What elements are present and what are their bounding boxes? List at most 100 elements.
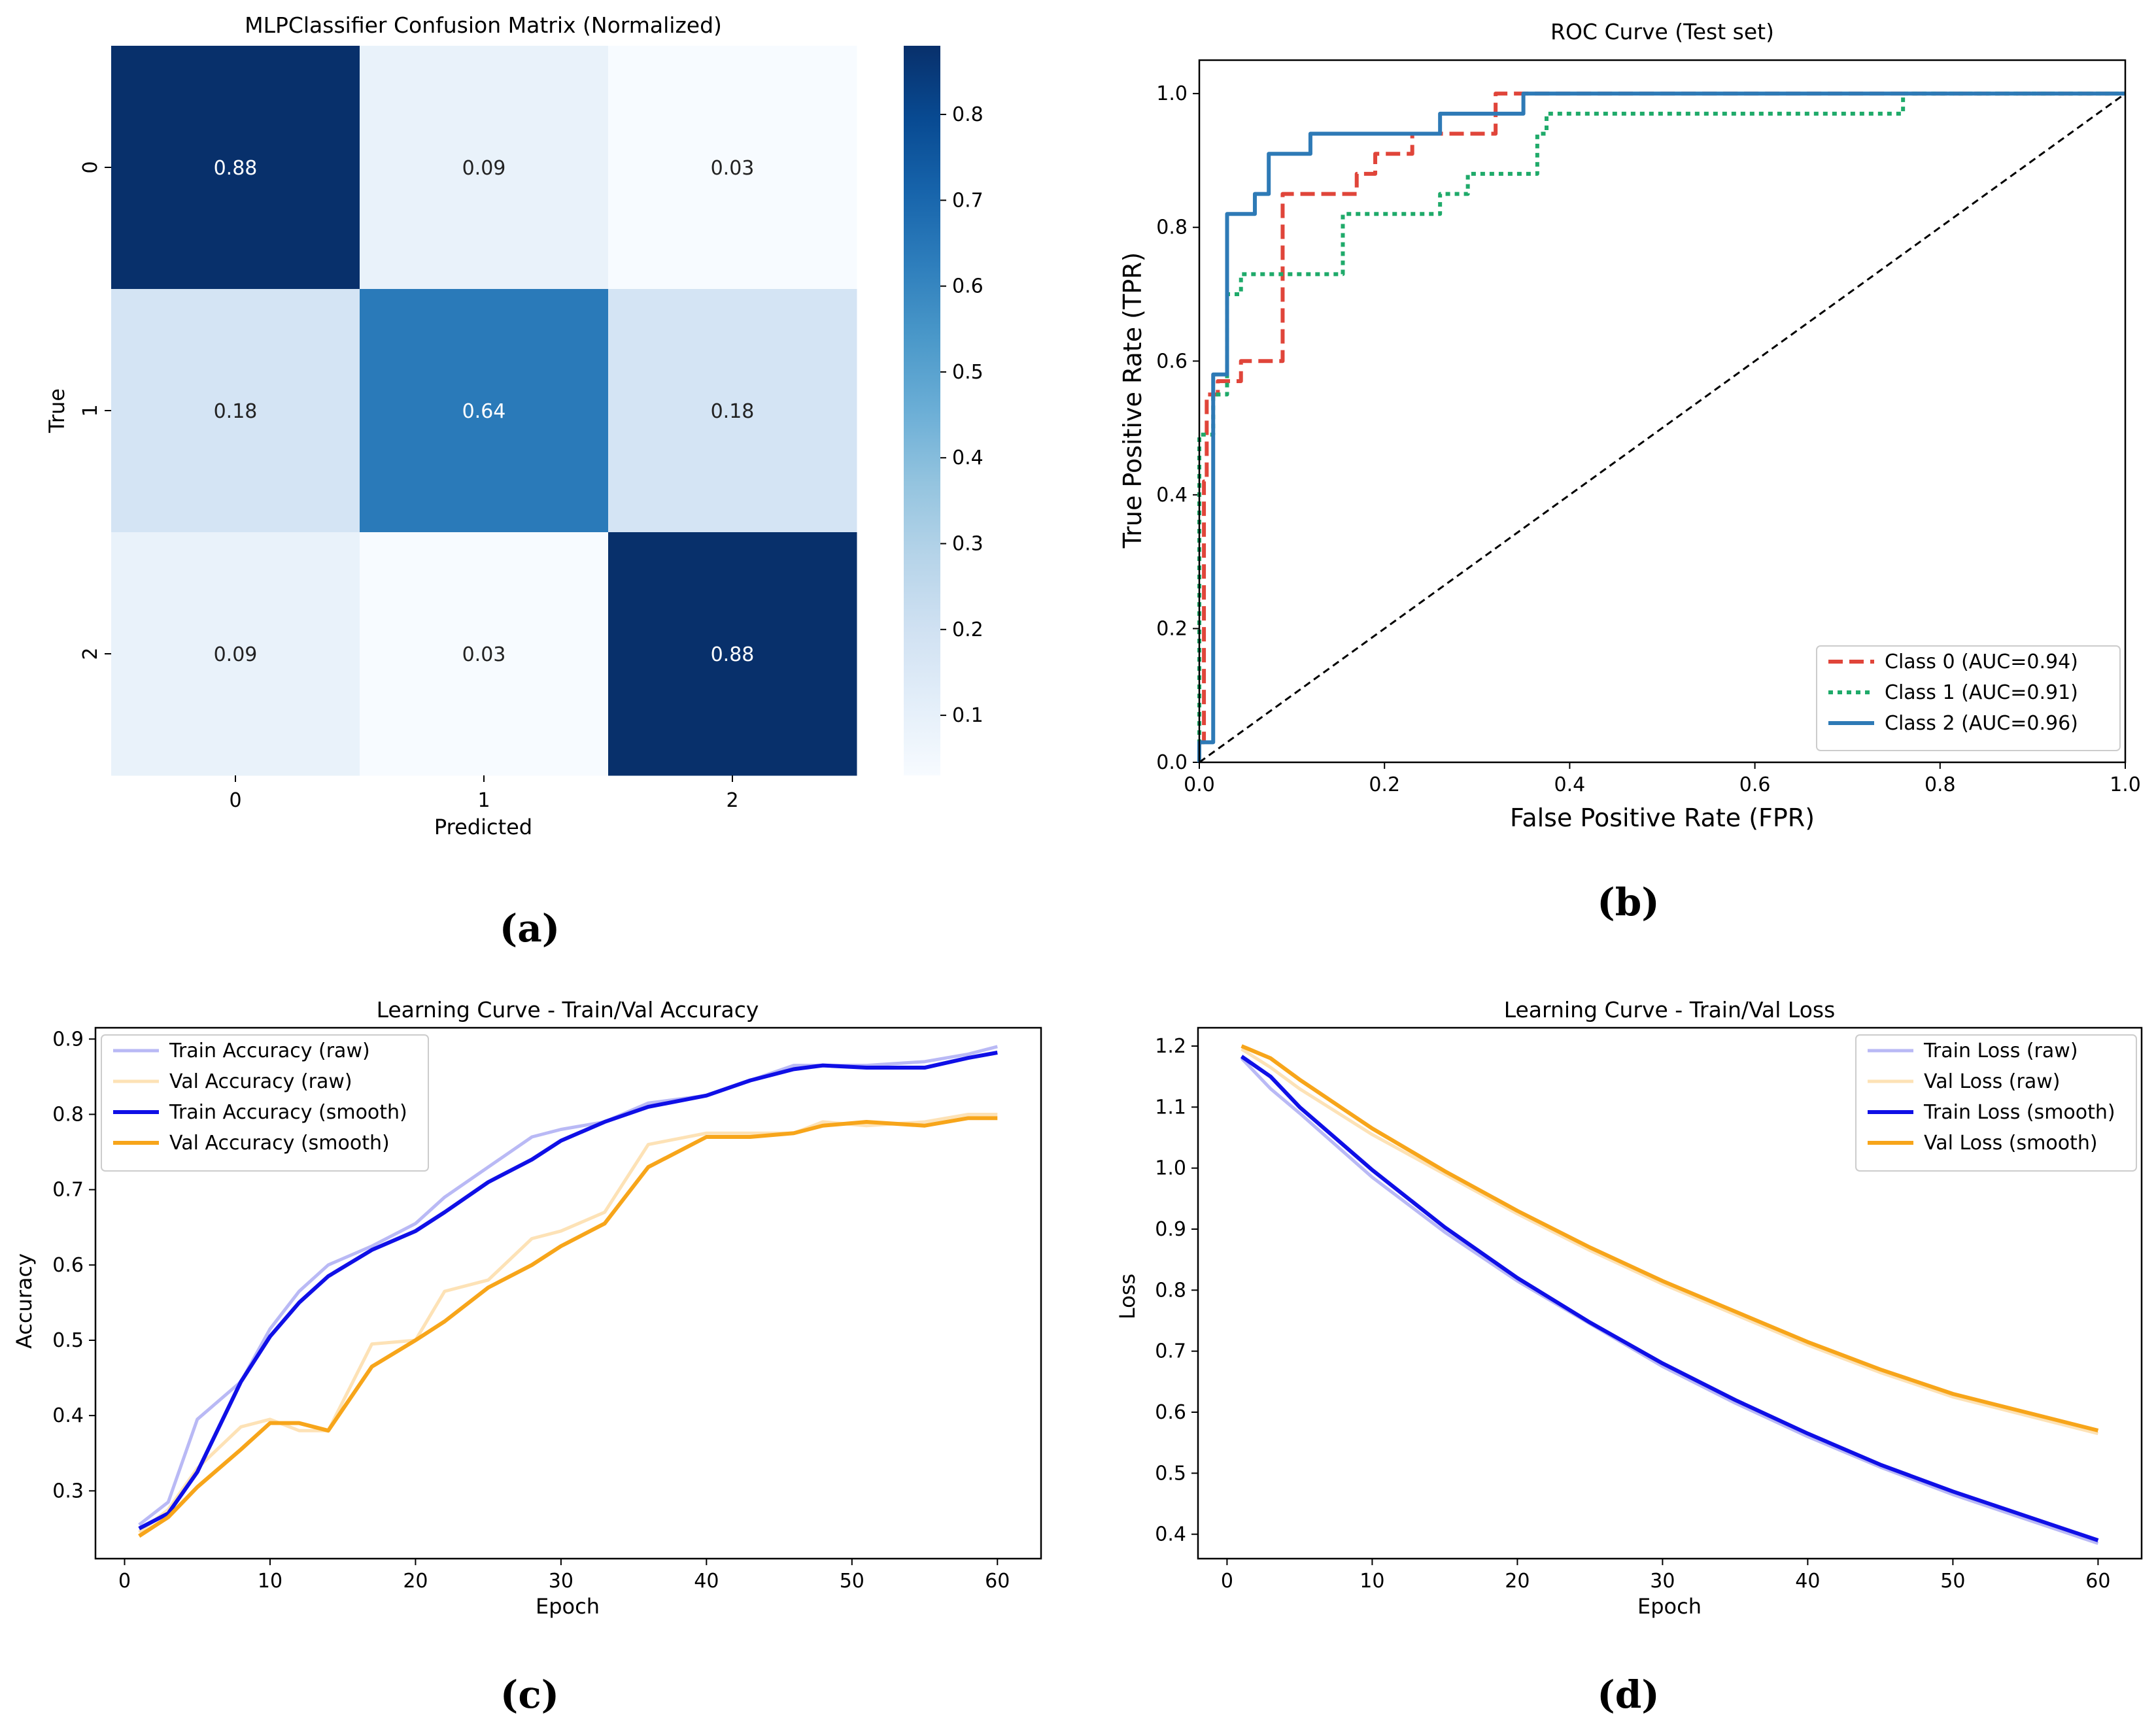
colorbar-tick-label: 0.1 [952, 704, 984, 727]
panel-c-accuracy-curve: Learning Curve - Train/Val Accuracy 0 10 2… [12, 997, 1042, 1717]
x-tick-label: 0 [1221, 1570, 1233, 1593]
colorbar-tick-label: 0.8 [952, 103, 984, 126]
panel-label-b: (b) [1597, 880, 1659, 924]
y-tick-label: 0.9 [1155, 1218, 1186, 1241]
legend-box [1855, 1034, 2137, 1172]
x-tick-label: 0.0 [1184, 773, 1215, 796]
plot-frame [94, 1026, 1042, 1560]
legend-label-val-accuracy-smooth: Val Accuracy (smooth) [169, 1132, 390, 1155]
x-tick-label: 40 [694, 1570, 719, 1593]
x-tick-label: 50 [1940, 1570, 1965, 1593]
x-tick-label: 20 [1505, 1570, 1530, 1593]
colorbar-bar [904, 46, 940, 775]
roc-ylabel: True Positive Rate (TPR) [1118, 252, 1147, 549]
series-line-class-2-auc-0-96 [1197, 92, 2125, 762]
x-tick-label: 10 [258, 1570, 282, 1593]
plot-frame [1197, 1026, 2143, 1560]
y-tick-label: 0.0 [1156, 751, 1188, 774]
loss-xlabel: Epoch [1637, 1594, 1702, 1619]
y-tick-label: 0.4 [52, 1404, 84, 1427]
y-tick-label: 0.4 [1156, 484, 1188, 507]
y-tick-label: 0.3 [52, 1480, 84, 1502]
series-line-class-1-auc-0-91 [1197, 92, 2125, 762]
x-tick-label: 30 [1650, 1570, 1675, 1593]
y-tick-label: 0.7 [52, 1179, 84, 1202]
series-line-chance [1199, 92, 2126, 764]
legend-label-train-loss-smooth: Train Loss (smooth) [1923, 1101, 2115, 1124]
legend-label-class-2-auc-0-96: Class 2 (AUC=0.96) [1885, 712, 2078, 735]
loss-ylabel: Loss [1115, 1274, 1140, 1319]
y-tick-label: 0.8 [52, 1103, 84, 1126]
cell-value-0-1: 0.09 [462, 157, 506, 180]
cell-value-2-2: 0.88 [711, 643, 755, 666]
plot-frame [1198, 59, 2127, 764]
y-tick-label-1: 1 [79, 404, 102, 416]
x-tick-label: 60 [2085, 1570, 2110, 1593]
heatmap-cell-0-0 [111, 46, 360, 290]
legend-label-val-loss-raw: Val Loss (raw) [1924, 1070, 2060, 1093]
legend-label-class-0-auc-0-94: Class 0 (AUC=0.94) [1885, 651, 2078, 673]
series-line-val-loss-raw [1241, 1047, 2099, 1436]
y-tick-label: 0.6 [1156, 350, 1188, 373]
panel-d-loss-curve: Learning Curve - Train/Val Loss 0 10 20 30 4… [1115, 997, 2143, 1717]
legend-label-val-loss-smooth: Val Loss (smooth) [1924, 1132, 2098, 1155]
panel-label-c: (c) [500, 1672, 559, 1717]
x-tick-label: 20 [403, 1570, 428, 1593]
y-tick-label: 0.7 [1155, 1340, 1186, 1363]
legend-label-train-loss-raw: Train Loss (raw) [1923, 1040, 2078, 1062]
y-tick-label: 1.1 [1155, 1096, 1186, 1119]
x-tick-label: 50 [840, 1570, 864, 1593]
heatmap-cell-0-1 [360, 46, 609, 290]
series-line-train-loss-smooth [1240, 1055, 2099, 1542]
x-tick-label: 0.8 [1925, 773, 1956, 796]
colorbar-tick-label: 0.7 [952, 189, 984, 212]
roc-title: ROC Curve (Test set) [1550, 19, 1774, 44]
series-line-val-accuracy-smooth [138, 1116, 998, 1538]
accuracy-ylabel: Accuracy [12, 1253, 37, 1349]
x-tick-label-0: 0 [229, 789, 241, 812]
panel-label-a: (a) [500, 906, 560, 951]
y-tick-label-2: 2 [79, 647, 102, 660]
cell-value-1-2: 0.18 [711, 400, 755, 423]
y-tick-label: 1.0 [1155, 1157, 1186, 1180]
colorbar-tick-label: 0.3 [952, 533, 984, 556]
series-line-val-loss-smooth [1241, 1044, 2099, 1432]
y-tick-label: 0.8 [1155, 1279, 1186, 1302]
legend-label-class-1-auc-0-91: Class 1 (AUC=0.91) [1885, 681, 2078, 704]
x-tick-label: 60 [985, 1570, 1010, 1593]
x-tick-label: 0.2 [1369, 773, 1400, 796]
panel-label-d: (d) [1597, 1672, 1659, 1717]
x-tick-label-1: 1 [477, 789, 490, 812]
colorbar-tick-label: 0.5 [952, 361, 984, 384]
heatmap-xlabel: Predicted [434, 815, 532, 839]
heatmap-cell-0-2 [608, 46, 857, 290]
heatmap-cell-2-2 [608, 532, 857, 776]
series-line-val-accuracy-raw [138, 1112, 998, 1534]
x-tick-label: 0 [118, 1570, 131, 1593]
colorbar-tick-label: 0.2 [952, 618, 984, 641]
accuracy-xlabel: Epoch [536, 1594, 600, 1619]
y-tick-label: 0.2 [1156, 617, 1188, 640]
heatmap-ylabel: True [44, 388, 69, 433]
heatmap-cell-1-2 [608, 289, 857, 533]
colorbar-tick-label: 0.6 [952, 275, 984, 298]
y-tick-label: 0.6 [52, 1254, 84, 1277]
accuracy-title: Learning Curve - Train/Val Accuracy [377, 997, 759, 1023]
series-line-class-0-auc-0-94 [1197, 92, 2125, 762]
cell-value-1-0: 0.18 [214, 400, 258, 423]
heatmap-cell-1-1 [360, 289, 609, 533]
series-line-train-accuracy-smooth [138, 1051, 998, 1531]
panel-b-roc-curve: ROC Curve (Test set) 0.0 0.2 0.4 0.6 0.8 1.0 0… [1118, 19, 2141, 924]
legend-box [101, 1034, 429, 1172]
x-tick-label: 30 [549, 1570, 573, 1593]
y-tick-label: 0.5 [1155, 1462, 1186, 1485]
x-tick-label: 1.0 [2110, 773, 2141, 796]
x-tick-label: 0.6 [1739, 773, 1771, 796]
legend-label-val-accuracy-raw: Val Accuracy (raw) [169, 1070, 352, 1093]
x-tick-label: 0.4 [1554, 773, 1586, 796]
cell-value-2-0: 0.09 [214, 643, 258, 666]
heatmap-cell-1-0 [111, 289, 360, 533]
panel-a-confusion-matrix: MLPClassifier Confusion Matrix (Normaliz… [44, 12, 984, 951]
colorbar: 0.1 0.2 0.3 0.4 0.5 0.6 0.7 0.8 [904, 46, 984, 775]
